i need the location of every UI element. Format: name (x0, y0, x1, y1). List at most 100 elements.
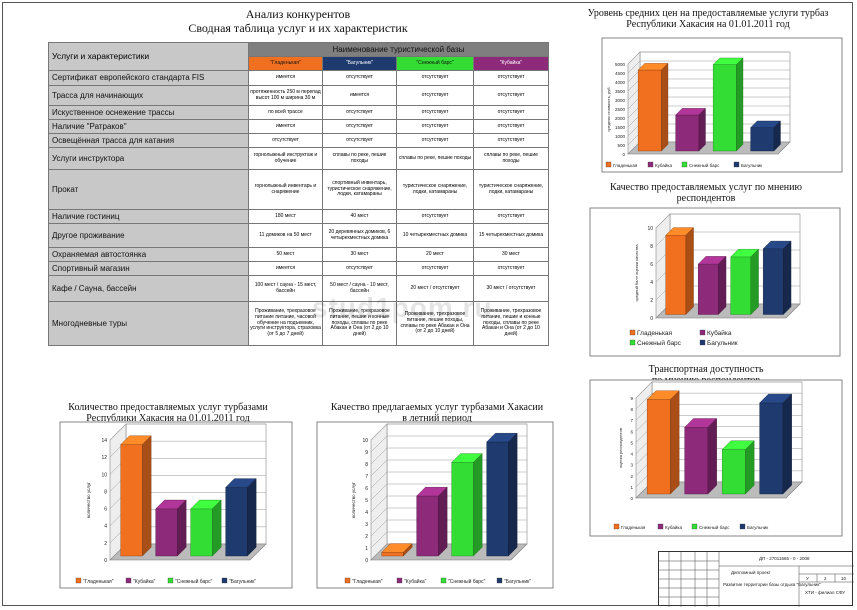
chart-tick-label: 0 (650, 316, 653, 322)
chart-legend-swatch (629, 339, 636, 346)
stamp-org: ХТИ - филиал СФУ (805, 590, 846, 595)
chart-bar-front (190, 508, 213, 557)
chart-legend-label: Кубайка (665, 524, 682, 530)
chart-tick-label: 2000 (615, 116, 626, 121)
chart-tick-label: 3000 (615, 98, 626, 103)
table-cell: 180 мест (248, 209, 323, 224)
chart-tick-label: 14 (101, 438, 107, 444)
chart-svg: Качество предлагаемых услуг турбазами Ха… (316, 402, 554, 589)
table-cell: Проживание, трехразовое питание, пешие и… (473, 301, 549, 346)
chart-tick-label: 2 (650, 298, 653, 304)
chart-legend-label: Кубайка (707, 329, 732, 337)
chart-tick-label: 0 (104, 558, 107, 564)
chart-legend-swatch (125, 577, 132, 584)
table-row: Сертификат европейского стандарта FIS име… (48, 70, 549, 86)
chart-legend-label: Гладенькая (637, 330, 673, 337)
table-cell: имеется (248, 70, 323, 86)
table-row-label: Искуственное оснежение трассы (48, 105, 249, 120)
table-cell: сплавы по реке, пешие походы (473, 147, 549, 170)
chart-legend-label: "Гладенькая" (352, 579, 383, 585)
table-row: Наличие "Ратраков" имеется отсутствует отсу… (48, 119, 549, 134)
table-row: Другое проживание 11 домиков на 50 мест 20… (48, 223, 549, 248)
chart-tick-label: 9 (630, 396, 633, 401)
table-row: Многодневные туры Проживание, трехразовое… (48, 301, 549, 346)
chart-bar-front (762, 248, 784, 315)
table-row-header: Услуги и характеристики (48, 42, 249, 71)
chart-y-label: оценка респондентов (618, 428, 623, 468)
chart-legend-label: "Багульник" (229, 579, 256, 585)
chart-legend-label: "Кубайка" (133, 578, 156, 585)
table-cell: 100 мест / сауна - 15 мест, бассейн (248, 275, 323, 302)
table-cell: имеется (248, 261, 323, 276)
chart-bar (750, 120, 781, 152)
chart-legend-swatch (739, 523, 746, 530)
chart-bar-side (177, 499, 187, 557)
chart-bar-front (665, 235, 687, 315)
chart-title-line: Качество предлагаемых услуг турбазами Ха… (331, 402, 544, 413)
chart-bar-side (438, 486, 448, 557)
chart-prices: Уровень средних цен на предоставляемые у… (566, 4, 853, 178)
chart-transport: Транспортная доступностьпо мнению респон… (566, 360, 853, 546)
chart-tick-label: 10 (647, 226, 653, 232)
chart-bar-front (697, 263, 719, 315)
table-row-label: Охраняемая автостоянка (48, 247, 249, 262)
chart-bar (225, 478, 257, 557)
chart-legend-swatch (647, 161, 654, 168)
table-cell: отсутствует (473, 133, 549, 148)
chart-svg: Транспортная доступностьпо мнению респон… (589, 364, 843, 537)
table-row-label: Спортивный магазин (48, 261, 249, 276)
chart-legend-label: Багульник (747, 525, 768, 530)
table-row-label: Многодневные туры (48, 301, 249, 346)
table-row-label: Услуги инструктора (48, 147, 249, 170)
table-base-header: "Снежный барс" (396, 56, 474, 71)
chart-legend-label: "Гладенькая" (83, 579, 114, 585)
chart-legend-swatch (344, 577, 351, 584)
chart-bar (155, 499, 187, 557)
chart-title-line: Уровень средних цен на предоставляемые у… (588, 8, 829, 19)
chart-legend-swatch (691, 523, 698, 530)
chart-quality: Качество предоставляемых услуг по мнению… (566, 180, 853, 358)
chart-legend-swatch (221, 577, 228, 584)
chart-bar (486, 432, 518, 557)
table-cell: отсутствует (473, 70, 549, 86)
chart-legend-swatch (605, 161, 612, 168)
chart-bar-side (736, 57, 744, 152)
table-cell: 30 мест (322, 247, 397, 262)
table-cell: 20 деревянных домиков, 6 четырехместных … (322, 223, 397, 248)
table-cell: сплавы по реке, пешие походы (396, 147, 474, 170)
table-row-label: Кафе / Сауна, бассейн (48, 275, 249, 302)
chart-bar (190, 499, 222, 557)
chart-bar (646, 390, 680, 495)
chart-y-label: количество услуг (86, 482, 91, 518)
chart-bar-side (247, 478, 257, 557)
title-block-stamp: ДП - 27011565 - 0 - 2008 Дипломный проек… (658, 551, 854, 607)
table-row-label: Наличие "Ратраков" (48, 119, 249, 134)
page-subtitle: Сводная таблица услуг и их характеристик (188, 21, 408, 35)
competitor-table: Услуги и характеристики Наименование тури… (48, 42, 549, 346)
chart-title-line: Республики Хакасия на 01.01.2011 год (626, 19, 789, 30)
table-base-header: "Кубайка" (473, 56, 549, 71)
chart-tick-label: 6 (104, 507, 107, 513)
chart-bar (665, 227, 695, 315)
chart-legend-label: "Кубайка" (404, 578, 427, 585)
table-cell: отсутствует (473, 85, 549, 106)
chart-bar (416, 486, 448, 557)
chart-bar (675, 107, 706, 152)
chart-tick-label: 8 (630, 407, 633, 412)
chart-title-line: Республики Хакасия на 01.01.2011 год (86, 413, 249, 424)
chart-legend-swatch (657, 523, 664, 530)
chart-bar-front (759, 402, 784, 495)
table-cell: отсутствует (473, 105, 549, 120)
chart-bar-front (730, 256, 752, 315)
table-row-label: Наличие гостиниц (48, 209, 249, 224)
chart-legend-swatch (75, 577, 82, 584)
chart-legend-swatch (440, 577, 447, 584)
chart-gridline (370, 447, 527, 465)
chart-bar-front (712, 64, 737, 152)
chart-tick-label: 6 (365, 486, 368, 492)
chart-svg: Уровень средних цен на предоставляемые у… (588, 8, 843, 173)
chart-gridline (635, 392, 802, 410)
chart-bar (721, 440, 755, 495)
table-cell: туристическое снаряжение, лодки, катамар… (473, 169, 549, 210)
chart-bar-front (486, 441, 509, 557)
